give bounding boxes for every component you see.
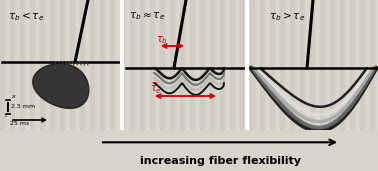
Bar [105,0,110,130]
Bar [40,0,45,130]
Bar [225,0,230,130]
Bar [255,0,260,130]
Bar [140,0,145,130]
Bar [300,0,305,130]
Bar [375,0,378,130]
Text: 2.5 mm: 2.5 mm [11,104,35,109]
Bar [280,0,285,130]
Bar [265,0,270,130]
Bar [60,0,65,130]
Text: $\tau_b$: $\tau_b$ [156,34,168,46]
Bar [5,0,10,130]
Bar [240,0,245,130]
Bar [205,0,210,130]
Bar [130,0,135,130]
Bar [30,0,35,130]
Bar [95,0,100,130]
Bar [175,0,180,130]
Bar [245,0,250,130]
Bar [215,0,220,130]
Text: $\vec{\tau}_e$: $\vec{\tau}_e$ [150,81,162,96]
Bar [125,0,130,130]
Bar [305,0,310,130]
Bar [275,0,280,130]
Text: 25 ms: 25 ms [10,121,29,126]
Bar [310,0,315,130]
Bar [235,0,240,130]
Bar [260,0,265,130]
Bar [290,0,295,130]
Bar [295,0,300,130]
Text: $\tau_b < \tau_e$: $\tau_b < \tau_e$ [8,10,44,23]
Bar [350,0,355,130]
Bar [170,0,175,130]
Bar [65,0,70,130]
Bar [320,0,325,130]
Bar [145,0,150,130]
Bar [10,0,15,130]
Bar [340,0,345,130]
Text: $\tau_b \approx \tau_e$: $\tau_b \approx \tau_e$ [129,10,165,22]
Bar [335,0,340,130]
Bar [70,0,75,130]
Bar [120,0,125,130]
Bar [35,0,40,130]
Text: $\tau_b > \tau_e$: $\tau_b > \tau_e$ [269,10,305,23]
Text: t: t [5,113,8,118]
Bar [210,0,215,130]
Bar [165,0,170,130]
Bar [50,0,55,130]
Bar [160,0,165,130]
Bar [370,0,375,130]
Bar [55,0,60,130]
Bar [135,0,140,130]
Bar [325,0,330,130]
Polygon shape [33,64,89,108]
Bar [45,0,50,130]
Bar [200,0,205,130]
Bar [15,0,20,130]
Bar [315,0,320,130]
Polygon shape [37,68,85,104]
Bar [220,0,225,130]
Bar [365,0,370,130]
Bar [270,0,275,130]
Bar [360,0,365,130]
Polygon shape [40,69,84,102]
Bar [80,0,85,130]
Bar [180,0,185,130]
Bar [285,0,290,130]
Bar [150,0,155,130]
Bar [110,0,115,130]
Text: increasing fiber flexibility: increasing fiber flexibility [139,156,301,166]
Bar [85,0,90,130]
Bar [90,0,95,130]
Bar [330,0,335,130]
Bar [75,0,80,130]
Bar [355,0,360,130]
Bar [25,0,30,130]
Bar [345,0,350,130]
Bar [155,0,160,130]
Bar [100,0,105,130]
Polygon shape [35,66,87,106]
Bar [195,0,200,130]
Bar [230,0,235,130]
Bar [115,0,120,130]
Bar [0,0,5,130]
Bar [20,0,25,130]
Bar [250,0,255,130]
Bar [190,0,195,130]
Bar [185,0,190,130]
Text: x: x [11,94,15,99]
